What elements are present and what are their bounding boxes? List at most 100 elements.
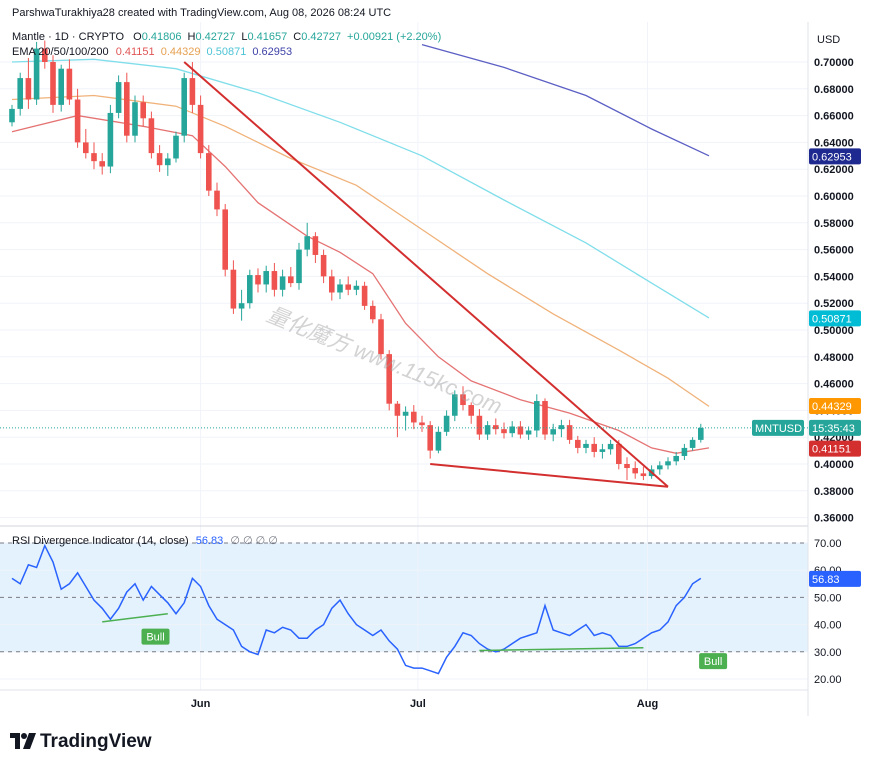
change-value: +0.00921 (+2.20%) bbox=[347, 31, 442, 43]
candle-down bbox=[230, 269, 237, 309]
candle-up bbox=[238, 303, 245, 309]
ema200-badge-box bbox=[809, 148, 861, 165]
time-axis-label: Jul bbox=[410, 698, 426, 710]
rsi-legend-label[interactable]: RSI Divergence Indicator (14, close) bbox=[12, 535, 189, 547]
resistance-trendline bbox=[183, 61, 669, 488]
rsi-legend[interactable]: RSI Divergence Indicator (14, close) 56.… bbox=[12, 534, 278, 547]
candle-up bbox=[550, 429, 556, 435]
candle-up bbox=[173, 135, 179, 159]
candle-down bbox=[25, 78, 32, 100]
candle-up bbox=[58, 68, 64, 105]
candle-up bbox=[353, 285, 360, 290]
currency-label: USD bbox=[817, 34, 840, 46]
ema100-value: 0.50871 bbox=[206, 46, 247, 58]
watermark: 量化魔方 www.115kc.com bbox=[263, 301, 505, 418]
candle-down bbox=[206, 153, 212, 191]
countdown-badge: 15:35:43 bbox=[812, 423, 855, 435]
candle-down bbox=[320, 254, 327, 277]
candle-down bbox=[140, 102, 146, 119]
candle-down bbox=[214, 190, 220, 210]
rsi-badge-box bbox=[809, 570, 861, 587]
candle-up bbox=[443, 415, 450, 432]
candle-up bbox=[698, 427, 704, 440]
ema20-badge: 0.41151 bbox=[812, 444, 851, 456]
bull-label: Bull bbox=[704, 656, 722, 668]
price-tick-label: 0.38000 bbox=[814, 486, 854, 498]
tradingview-wordmark: TradingView bbox=[40, 731, 152, 752]
candle-down bbox=[148, 118, 155, 154]
candle-up bbox=[657, 465, 663, 470]
candles bbox=[9, 40, 704, 481]
symbol-legend[interactable]: Mantle · 1D · CRYPTO O0.41806 H0.42727 L… bbox=[12, 31, 441, 43]
candle-down bbox=[468, 405, 474, 416]
candle-down bbox=[411, 411, 417, 423]
rsi-divergences: Bull Bull bbox=[102, 612, 728, 670]
candle-up bbox=[165, 158, 171, 166]
candle-down bbox=[476, 415, 483, 435]
close-value: 0.42727 bbox=[301, 31, 341, 43]
candle-down bbox=[591, 443, 597, 452]
candle-up bbox=[681, 447, 688, 456]
rsi-legend-extras: ∅ ∅ ∅ ∅ bbox=[230, 535, 278, 547]
ema-legend-label[interactable]: EMA 20/50/100/200 bbox=[12, 46, 109, 58]
candle-down bbox=[370, 305, 376, 320]
support-trendline bbox=[430, 463, 669, 488]
candle-up bbox=[263, 271, 269, 285]
credit-line: ParshwaTurakhiya28 created with TradingV… bbox=[12, 7, 392, 19]
rsi-tick-label: 30.00 bbox=[814, 647, 842, 659]
high-label: H bbox=[187, 31, 196, 43]
bull-label-box bbox=[141, 628, 170, 645]
candle-up bbox=[304, 236, 310, 250]
low-value: 0.41657 bbox=[247, 31, 288, 43]
candle-up bbox=[452, 394, 458, 416]
candle-up bbox=[181, 78, 187, 136]
symbol-badge-box bbox=[752, 419, 804, 436]
price-tick-label: 0.62000 bbox=[814, 164, 854, 176]
candle-down bbox=[632, 468, 638, 474]
price-tick-label: 0.64000 bbox=[814, 137, 854, 149]
candle-down bbox=[91, 153, 97, 162]
time-axis-label: Aug bbox=[637, 698, 658, 710]
trendlines bbox=[183, 61, 669, 488]
price-tick-label: 0.56000 bbox=[814, 245, 854, 257]
rsi-tick-label: 40.00 bbox=[814, 620, 842, 632]
candle-up bbox=[607, 443, 614, 450]
symbol-name[interactable]: Mantle · 1D · CRYPTO bbox=[12, 31, 125, 43]
candle-up bbox=[132, 102, 138, 136]
bull-divergence-line bbox=[479, 646, 644, 652]
candle-down bbox=[640, 473, 647, 477]
candle-down bbox=[197, 104, 204, 154]
ema-line-4 bbox=[421, 43, 710, 157]
time-axis: Jun Jul Aug bbox=[191, 698, 658, 710]
candle-up bbox=[9, 108, 15, 123]
price-tick-label: 0.48000 bbox=[814, 352, 854, 364]
bull-divergence-line bbox=[102, 612, 168, 623]
ema-legend[interactable]: EMA 20/50/100/200 0.41151 0.44329 0.5087… bbox=[12, 46, 292, 58]
price-tick-label: 0.40000 bbox=[814, 459, 854, 471]
candle-up bbox=[33, 48, 40, 100]
candle-up bbox=[279, 276, 286, 290]
candle-down bbox=[255, 275, 261, 285]
candle-down bbox=[386, 354, 392, 404]
ema200-badge: 0.62953 bbox=[812, 151, 852, 163]
candle-down bbox=[312, 236, 319, 255]
candle-up bbox=[247, 275, 253, 304]
candle-up bbox=[402, 411, 409, 416]
bull-label-box bbox=[699, 653, 728, 670]
tradingview-brand[interactable]: TradingView bbox=[10, 731, 152, 753]
ema20-value: 0.41151 bbox=[115, 46, 155, 58]
candle-down bbox=[271, 271, 278, 290]
candle-down bbox=[156, 153, 163, 166]
candle-down bbox=[575, 439, 581, 448]
candle-up bbox=[665, 461, 671, 466]
high-value: 0.42727 bbox=[195, 31, 236, 43]
candle-up bbox=[558, 425, 565, 430]
candle-up bbox=[525, 430, 532, 435]
candle-down bbox=[419, 422, 425, 426]
candle-down bbox=[74, 99, 81, 143]
rsi-tick-label: 50.00 bbox=[814, 592, 842, 604]
candle-down bbox=[616, 443, 622, 464]
candle-down bbox=[83, 142, 89, 154]
